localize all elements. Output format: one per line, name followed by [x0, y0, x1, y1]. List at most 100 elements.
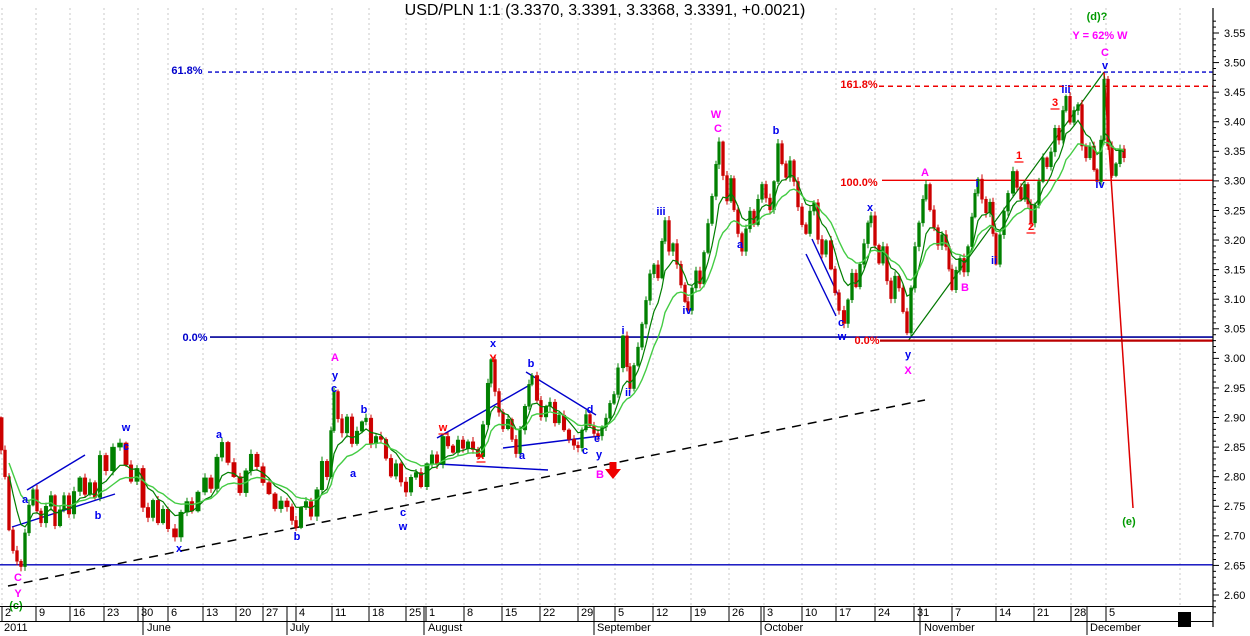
- candle-body: [57, 509, 63, 527]
- candle-body: [172, 528, 178, 538]
- candle-body: [873, 215, 877, 246]
- wave-label: b: [294, 531, 301, 543]
- candle-body: [62, 495, 66, 511]
- candle-body: [973, 193, 977, 218]
- candle-body: [349, 416, 355, 444]
- candle-body: [489, 359, 493, 384]
- candle-body: [1106, 78, 1110, 147]
- wave-label: c: [123, 441, 129, 453]
- week-label: 5: [618, 607, 624, 619]
- axis-tick-label: 3.45: [1224, 87, 1245, 99]
- candle-body: [140, 468, 146, 508]
- candle-body: [710, 196, 714, 224]
- candle-body: [644, 300, 648, 325]
- axis-tick-label: 3.50: [1224, 57, 1245, 69]
- candle-body: [796, 181, 800, 208]
- candle-body: [988, 201, 992, 214]
- week-label: 25: [409, 607, 421, 619]
- axis-tick-label: 3.25: [1224, 205, 1245, 217]
- candle-body: [740, 233, 744, 252]
- candle-body: [932, 209, 936, 228]
- candle-body: [760, 184, 764, 200]
- end-of-data-marker: [1178, 612, 1191, 627]
- wave-label: a: [737, 239, 744, 251]
- candle-body: [48, 495, 54, 507]
- wave-label: c: [400, 507, 406, 519]
- candle-body: [869, 215, 873, 224]
- trendline: [436, 385, 529, 439]
- candle-body: [82, 477, 88, 495]
- week-label: 30: [141, 607, 153, 619]
- wave-label: (e): [1122, 516, 1136, 528]
- candle-body: [984, 198, 988, 214]
- wave-label: A: [921, 167, 929, 179]
- candle-body: [298, 507, 304, 528]
- candle-body: [1041, 157, 1045, 182]
- candle-body: [660, 240, 664, 279]
- candle-body: [866, 222, 870, 244]
- candle-body: [424, 463, 430, 487]
- candle-body: [184, 501, 190, 513]
- axis-tick-label: 2.90: [1224, 412, 1245, 424]
- candle-body: [501, 411, 505, 430]
- candle-body: [788, 160, 792, 178]
- candle-body: [998, 234, 1002, 265]
- wave-label: 3: [1052, 97, 1058, 109]
- wave-label: b: [528, 358, 535, 370]
- candle-body: [359, 421, 365, 432]
- wave-label: iii: [656, 206, 665, 218]
- week-label: 10: [805, 607, 817, 619]
- candle-body: [792, 160, 796, 182]
- candle-body: [1037, 181, 1041, 206]
- candle-body: [905, 311, 909, 334]
- candle-body: [53, 495, 57, 527]
- candle-body: [7, 476, 11, 531]
- candle-body: [808, 210, 812, 234]
- ema-short-line: [8, 119, 1125, 528]
- candle-body: [612, 394, 616, 404]
- candle-body: [219, 442, 225, 458]
- candle-body: [667, 220, 671, 252]
- wave-label: 2: [1028, 221, 1034, 233]
- candle-body: [497, 391, 501, 413]
- month-label: June: [147, 622, 171, 634]
- candle-body: [800, 206, 804, 225]
- candle-body: [921, 198, 925, 224]
- week-label: 11: [335, 607, 346, 619]
- candle-body: [3, 449, 7, 477]
- candle-body: [820, 239, 824, 255]
- candle-body: [862, 243, 866, 265]
- candle-body: [214, 456, 220, 489]
- candle-body: [854, 272, 858, 288]
- wave-label: B: [961, 282, 969, 294]
- week-label: 5: [1109, 607, 1115, 619]
- candle-body: [780, 143, 784, 164]
- week-label: 23: [107, 607, 119, 619]
- week-label: 19: [694, 607, 706, 619]
- candle-body: [1049, 151, 1053, 167]
- axis-tick-label: 2.85: [1224, 442, 1245, 454]
- candle-body: [1015, 171, 1019, 188]
- candle-body: [1099, 139, 1103, 182]
- candle-body: [608, 403, 612, 419]
- candle-body: [976, 178, 980, 194]
- wave-label: w: [398, 521, 408, 533]
- week-label: 21: [1037, 607, 1049, 619]
- candle-body: [332, 391, 336, 431]
- candle-body: [721, 141, 725, 176]
- candle-body: [393, 463, 399, 477]
- candle-body: [383, 439, 389, 459]
- ema-long-line: [8, 141, 1125, 507]
- candle-body: [319, 461, 325, 490]
- candle-body: [254, 453, 260, 467]
- candle-body: [225, 442, 231, 463]
- candle-body: [675, 243, 679, 265]
- wave-label: (c): [9, 600, 23, 612]
- candle-body: [1095, 169, 1099, 182]
- candle-body: [418, 472, 424, 487]
- week-label: 15: [505, 607, 517, 619]
- candle-body: [620, 335, 626, 369]
- week-label: 7: [955, 607, 961, 619]
- candle-body: [530, 375, 534, 385]
